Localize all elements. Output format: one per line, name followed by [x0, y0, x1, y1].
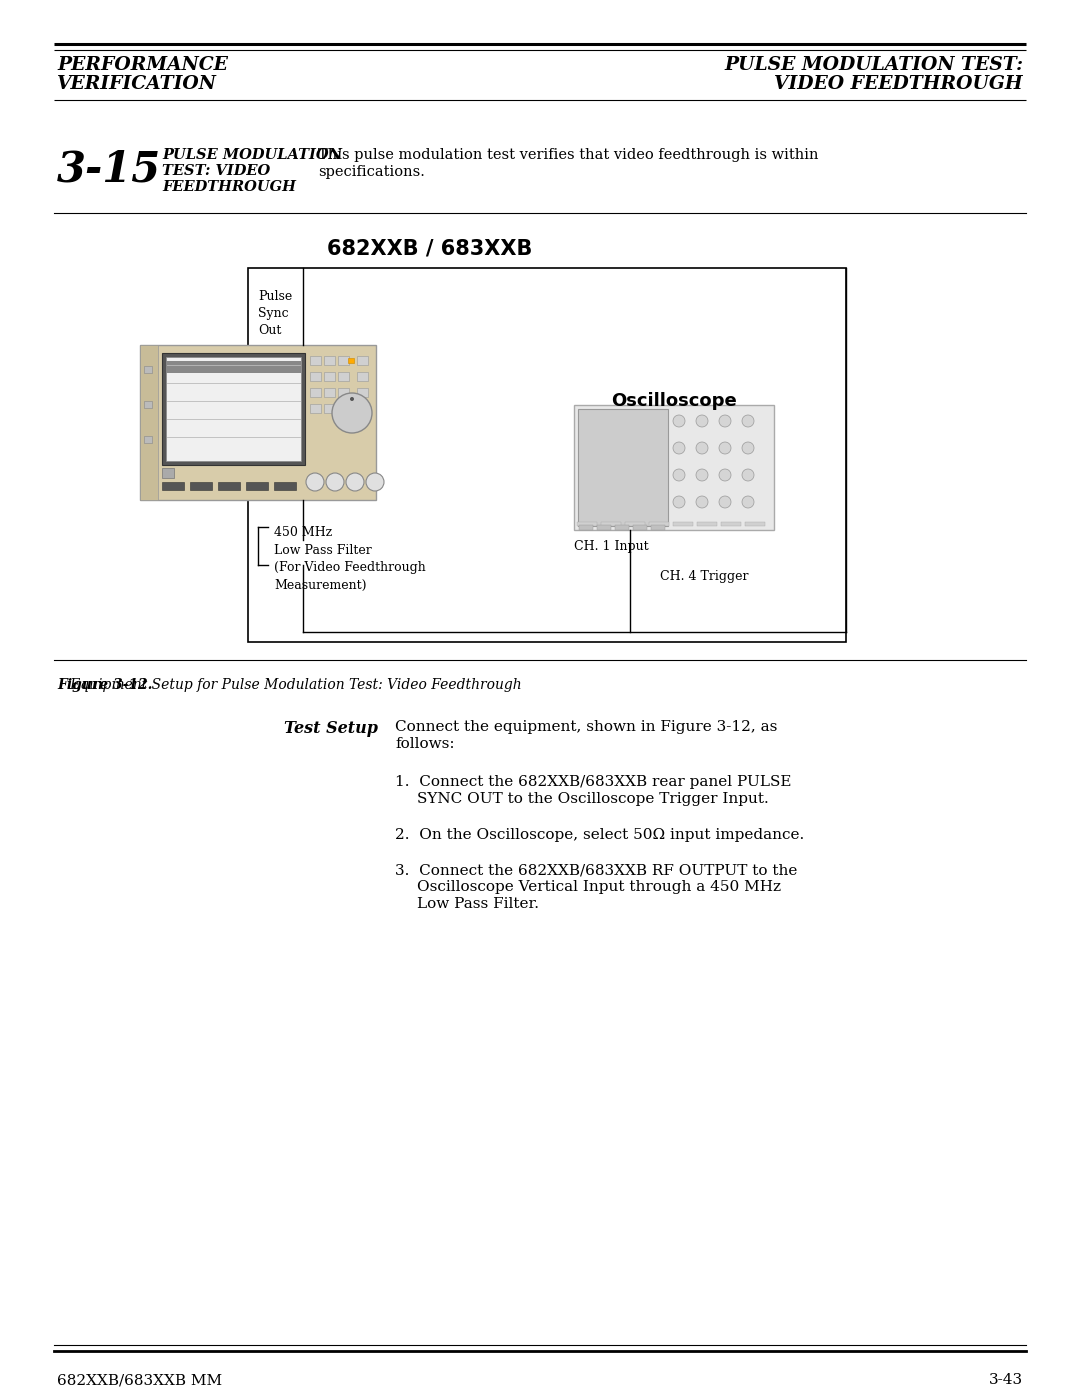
Text: PULSE MODULATION: PULSE MODULATION: [162, 148, 342, 162]
Bar: [246, 482, 268, 490]
Bar: [310, 404, 321, 414]
Text: PULSE MODULATION TEST:: PULSE MODULATION TEST:: [724, 56, 1023, 74]
Bar: [324, 356, 335, 365]
Bar: [162, 468, 174, 478]
Bar: [144, 401, 152, 408]
Bar: [357, 372, 368, 381]
Bar: [162, 482, 184, 490]
Circle shape: [696, 415, 708, 427]
Text: 3.  Connect the 682XXB/683XXB RF OUTPUT to the: 3. Connect the 682XXB/683XXB RF OUTPUT t…: [395, 863, 797, 877]
Bar: [721, 522, 741, 527]
Circle shape: [673, 469, 685, 481]
Text: Connect the equipment, shown in Figure 3-12, as: Connect the equipment, shown in Figure 3…: [395, 719, 778, 733]
Text: Test Setup: Test Setup: [284, 719, 378, 738]
Circle shape: [673, 496, 685, 509]
Circle shape: [696, 469, 708, 481]
Bar: [357, 388, 368, 397]
Circle shape: [306, 474, 324, 490]
Text: 3-15: 3-15: [57, 148, 161, 190]
Circle shape: [719, 496, 731, 509]
Text: CH. 4 Trigger: CH. 4 Trigger: [660, 570, 748, 583]
Text: 682XXB/683XXB MM: 682XXB/683XXB MM: [57, 1373, 222, 1387]
Circle shape: [332, 393, 372, 433]
Bar: [338, 388, 349, 397]
Bar: [573, 405, 774, 529]
Text: FEEDTHROUGH: FEEDTHROUGH: [162, 180, 296, 194]
Text: VIDEO FEEDTHROUGH: VIDEO FEEDTHROUGH: [774, 75, 1023, 94]
Bar: [625, 522, 645, 527]
Bar: [579, 525, 593, 529]
Bar: [338, 356, 349, 365]
Text: 2.  On the Oscilloscope, select 50Ω input impedance.: 2. On the Oscilloscope, select 50Ω input…: [395, 828, 805, 842]
Bar: [649, 522, 669, 527]
Bar: [357, 404, 368, 414]
Bar: [166, 360, 301, 373]
Bar: [357, 356, 368, 365]
Circle shape: [326, 474, 345, 490]
Text: follows:: follows:: [395, 738, 455, 752]
Bar: [144, 366, 152, 373]
Circle shape: [719, 441, 731, 454]
Bar: [324, 388, 335, 397]
Bar: [190, 482, 212, 490]
Bar: [248, 268, 846, 643]
Bar: [218, 482, 240, 490]
Bar: [673, 522, 693, 527]
Text: 682XXB / 683XXB: 682XXB / 683XXB: [327, 237, 532, 258]
Text: PERFORMANCE: PERFORMANCE: [57, 56, 228, 74]
Text: Equipment Setup for Pulse Modulation Test: Video Feedthrough: Equipment Setup for Pulse Modulation Tes…: [57, 678, 522, 692]
Text: specifications.: specifications.: [318, 165, 424, 179]
Bar: [600, 522, 621, 527]
Text: SYNC OUT to the Oscilloscope Trigger Input.: SYNC OUT to the Oscilloscope Trigger Inp…: [417, 792, 769, 806]
Text: 450 MHz
Low Pass Filter
(For Video Feedthrough
Measurement): 450 MHz Low Pass Filter (For Video Feedt…: [274, 527, 426, 591]
Text: Figure 3-12.: Figure 3-12.: [57, 678, 152, 692]
Bar: [615, 525, 629, 529]
Circle shape: [742, 441, 754, 454]
Text: This pulse modulation test verifies that video feedthrough is within: This pulse modulation test verifies that…: [318, 148, 819, 162]
Bar: [578, 409, 669, 527]
Bar: [338, 404, 349, 414]
Circle shape: [673, 441, 685, 454]
Circle shape: [719, 415, 731, 427]
Bar: [162, 353, 305, 465]
Bar: [597, 525, 611, 529]
Circle shape: [346, 474, 364, 490]
Bar: [651, 525, 665, 529]
Bar: [633, 525, 647, 529]
Bar: [144, 436, 152, 443]
Text: TEST: VIDEO: TEST: VIDEO: [162, 163, 270, 177]
Text: CH. 1 Input: CH. 1 Input: [573, 541, 649, 553]
Bar: [310, 372, 321, 381]
Text: Oscilloscope: Oscilloscope: [611, 393, 737, 409]
Bar: [140, 345, 158, 500]
Bar: [166, 358, 301, 461]
Circle shape: [742, 415, 754, 427]
Circle shape: [719, 469, 731, 481]
Circle shape: [673, 415, 685, 427]
Text: Oscilloscope Vertical Input through a 450 MHz: Oscilloscope Vertical Input through a 45…: [417, 880, 781, 894]
Circle shape: [742, 496, 754, 509]
Bar: [745, 522, 765, 527]
Text: 1.  Connect the 682XXB/683XXB rear panel PULSE: 1. Connect the 682XXB/683XXB rear panel …: [395, 775, 792, 789]
Text: 3-43: 3-43: [989, 1373, 1023, 1387]
Text: Low Pass Filter.: Low Pass Filter.: [417, 897, 539, 911]
Circle shape: [366, 474, 384, 490]
Bar: [348, 358, 354, 363]
Bar: [140, 345, 376, 500]
Circle shape: [742, 469, 754, 481]
Bar: [324, 404, 335, 414]
Circle shape: [696, 496, 708, 509]
Bar: [274, 482, 296, 490]
Bar: [338, 372, 349, 381]
Bar: [697, 522, 717, 527]
Bar: [324, 372, 335, 381]
Bar: [310, 356, 321, 365]
Circle shape: [350, 397, 354, 401]
Bar: [310, 388, 321, 397]
Text: VERIFICATION: VERIFICATION: [57, 75, 217, 94]
Bar: [577, 522, 597, 527]
Text: Pulse
Sync
Out: Pulse Sync Out: [258, 291, 293, 337]
Circle shape: [696, 441, 708, 454]
